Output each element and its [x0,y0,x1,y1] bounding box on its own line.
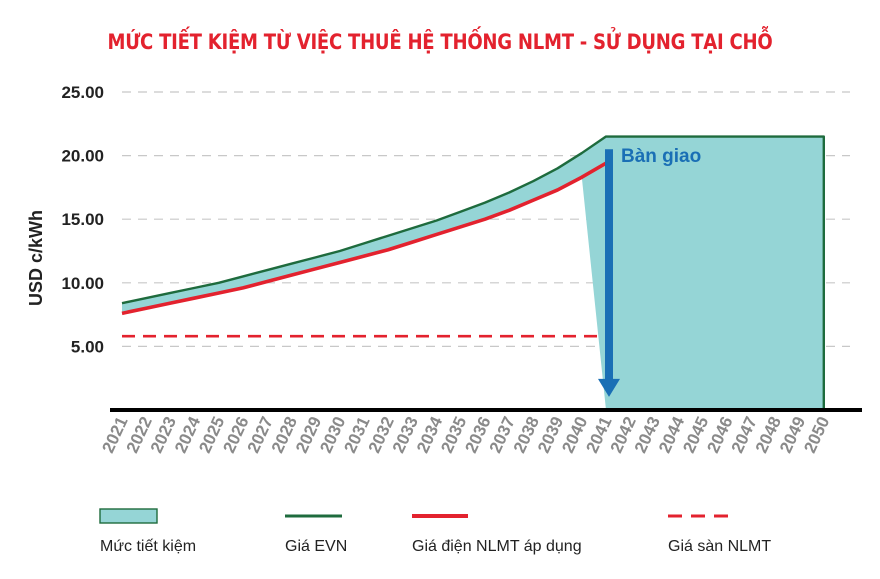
legend-label: Giá EVN [285,538,347,555]
plot-area: Bàn giao [110,135,862,412]
y-tick-label: 20.00 [61,147,104,166]
legend-label: Giá sàn NLMT [668,538,771,555]
x-axis-ticks: 2021202220232024202520262027202820292030… [98,413,833,456]
handover-label: Bàn giao [621,146,701,167]
chart-title: MỨC TIẾT KIỆM TỪ VIỆC THUÊ HỆ THỐNG NLMT… [107,30,773,54]
series-line-evn [121,135,825,410]
handover-arrow-shaft [605,149,613,381]
y-tick-label: 15.00 [61,210,104,229]
legend-label: Mức tiết kiệm [100,538,196,555]
y-axis-ticks: 25.00 20.00 15.00 10.00 5.00 [61,83,104,356]
y-axis-label: USD c/kWh [26,210,46,306]
legend-label: Giá điện NLMT áp dụng [412,538,582,555]
legend-swatch-savings [99,508,158,524]
y-tick-label: 5.00 [71,337,104,356]
handover-arrow-head [598,378,620,397]
series-line-solar [121,161,607,316]
legend: Mức tiết kiệm Giá EVN Giá điện NLMT áp dụn… [99,508,771,555]
y-tick-label: 10.00 [61,274,104,293]
y-tick-label: 25.00 [61,83,104,102]
savings-area [122,136,824,410]
